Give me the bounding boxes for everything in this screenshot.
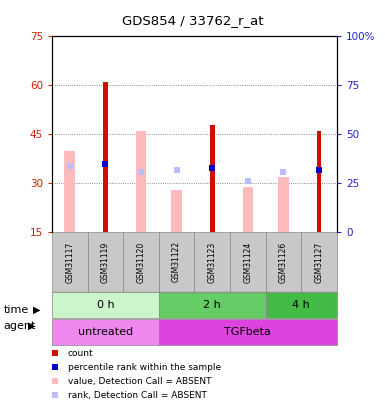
Bar	[266, 232, 301, 292]
Bar	[210, 125, 214, 232]
Text: GSM31122: GSM31122	[172, 241, 181, 282]
Bar	[317, 131, 321, 232]
Text: time: time	[4, 305, 29, 315]
Bar	[159, 232, 194, 292]
Text: GSM31120: GSM31120	[137, 241, 146, 283]
Text: GSM31119: GSM31119	[101, 241, 110, 283]
Text: GSM31126: GSM31126	[279, 241, 288, 283]
Text: 4 h: 4 h	[292, 300, 310, 310]
Text: ▶: ▶	[28, 321, 35, 331]
Text: TGFbeta: TGFbeta	[224, 327, 271, 337]
Text: GSM31117: GSM31117	[65, 241, 74, 283]
Bar	[243, 187, 253, 232]
Bar	[159, 319, 337, 345]
Bar	[266, 292, 337, 318]
Bar	[230, 232, 266, 292]
Bar	[194, 232, 230, 292]
Bar	[88, 232, 123, 292]
Bar	[171, 190, 182, 232]
Bar	[52, 292, 159, 318]
Text: GSM31124: GSM31124	[243, 241, 252, 283]
Text: ▶: ▶	[33, 305, 40, 315]
Bar	[64, 151, 75, 232]
Bar	[52, 232, 88, 292]
Bar	[301, 232, 337, 292]
Text: value, Detection Call = ABSENT: value, Detection Call = ABSENT	[68, 377, 211, 386]
Text: rank, Detection Call = ABSENT: rank, Detection Call = ABSENT	[68, 391, 206, 400]
Text: 0 h: 0 h	[97, 300, 114, 310]
Text: untreated: untreated	[78, 327, 133, 337]
Bar	[52, 319, 159, 345]
Bar	[278, 177, 289, 232]
Text: count: count	[68, 349, 93, 358]
Text: GSM31127: GSM31127	[315, 241, 323, 283]
Text: 2 h: 2 h	[203, 300, 221, 310]
Bar	[159, 292, 266, 318]
Bar	[103, 82, 108, 232]
Bar	[136, 131, 146, 232]
Text: percentile rank within the sample: percentile rank within the sample	[68, 363, 221, 372]
Text: GDS854 / 33762_r_at: GDS854 / 33762_r_at	[122, 14, 263, 27]
Text: GSM31123: GSM31123	[208, 241, 217, 283]
Text: agent: agent	[4, 321, 36, 331]
Bar	[123, 232, 159, 292]
